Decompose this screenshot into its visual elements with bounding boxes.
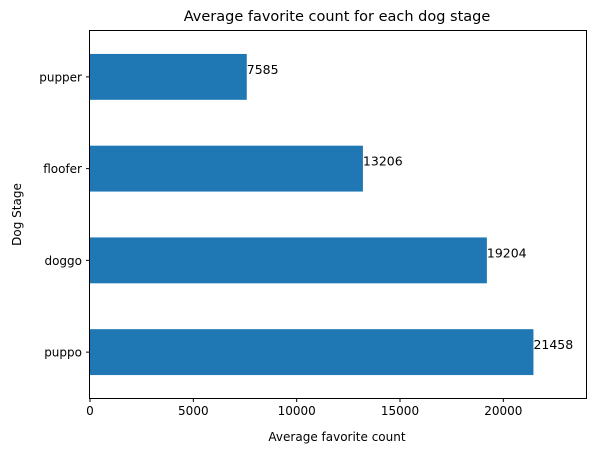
y-axis-label: Dog Stage — [10, 183, 24, 246]
x-tick-label: 20000 — [484, 404, 522, 418]
x-axis-label: Average favorite count — [268, 430, 405, 444]
bar-value-label: 19204 — [487, 245, 527, 260]
y-tick-label: puppo — [44, 346, 82, 360]
bar-pupper — [90, 53, 247, 100]
y-tick-label: pupper — [39, 70, 82, 84]
bar-value-label: 7585 — [247, 62, 279, 77]
value-labels-layer: 21458 19204 13206 7585 — [247, 62, 574, 352]
bar-value-label: 13206 — [363, 154, 403, 169]
bars-layer — [90, 53, 534, 376]
plot-frame — [89, 30, 587, 399]
x-tick-label: 0 — [86, 404, 94, 418]
x-axis: 0 5000 10000 15000 20000 — [86, 398, 522, 418]
bar-puppo — [90, 329, 534, 376]
x-tick-label: 15000 — [381, 404, 419, 418]
bar-value-label: 21458 — [533, 337, 573, 352]
bar-floofer — [90, 145, 363, 192]
bar-doggo — [90, 237, 487, 284]
y-tick-label: floofer — [43, 162, 82, 176]
y-tick-label: doggo — [44, 254, 82, 268]
x-tick-label: 10000 — [278, 404, 316, 418]
y-axis: puppo doggo floofer pupper — [39, 70, 90, 360]
chart-title: Average favorite count for each dog stag… — [184, 9, 491, 25]
x-tick-label: 5000 — [178, 404, 209, 418]
